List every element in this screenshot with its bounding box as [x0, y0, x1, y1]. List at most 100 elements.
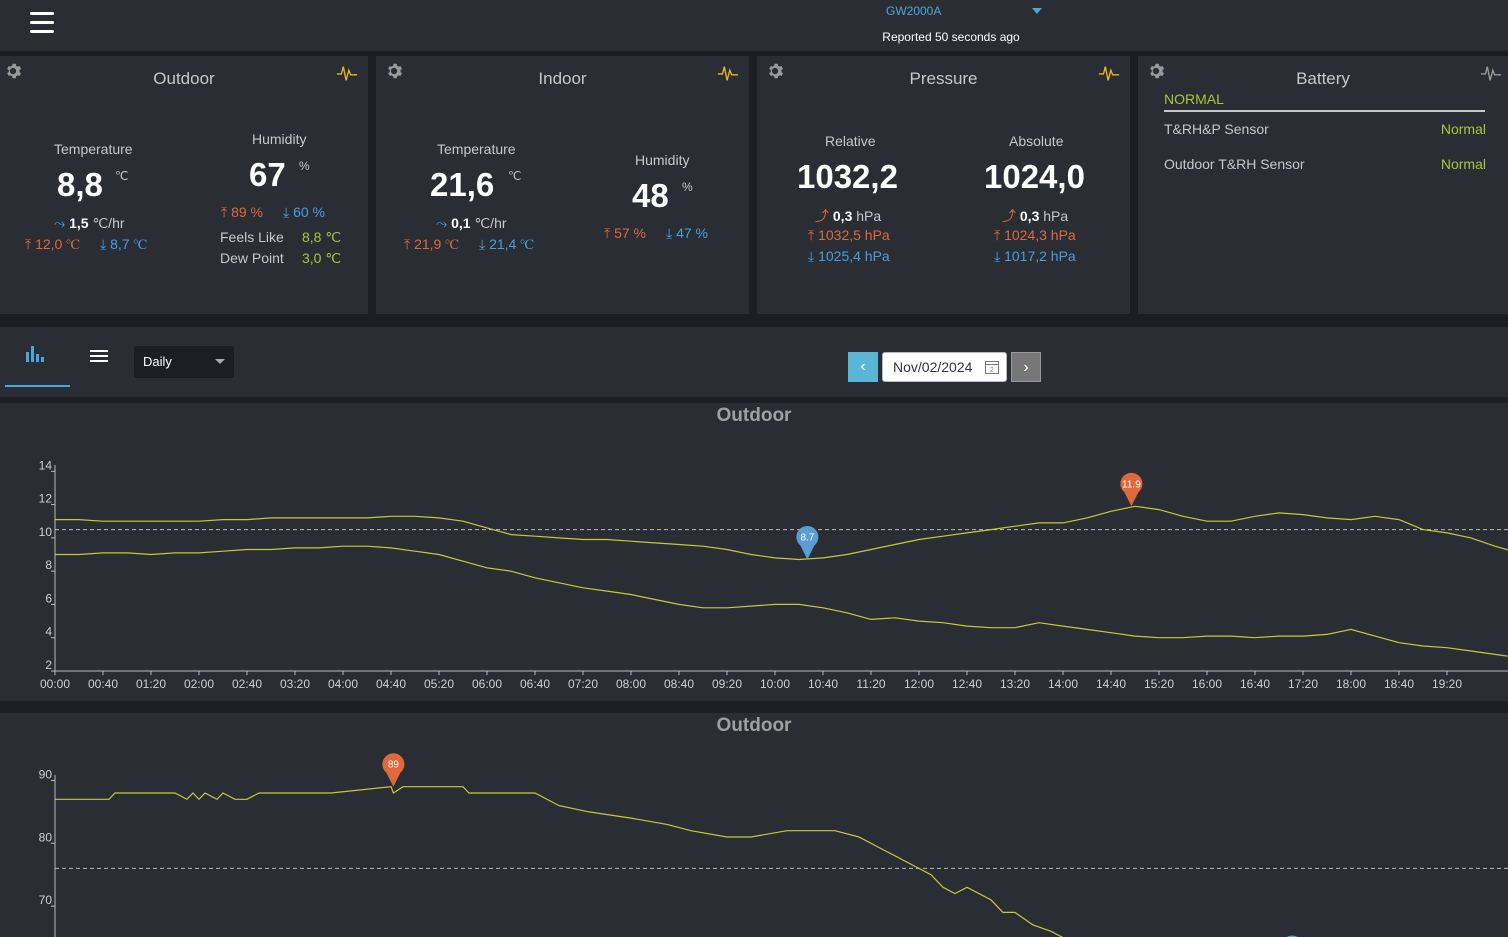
x-tick-label: 02:00 — [184, 677, 214, 691]
humidity-low: ⤓ 60 % — [283, 204, 325, 221]
pulse-icon[interactable] — [717, 62, 739, 84]
tab-list[interactable] — [88, 349, 110, 365]
y-tick-label: 70 — [39, 893, 53, 907]
trend-up-icon: ⤴ — [815, 208, 829, 224]
arrow-down-icon: ⤓ — [666, 225, 673, 241]
marker-label: 11.9 — [1122, 479, 1141, 490]
gear-icon[interactable] — [4, 62, 22, 80]
temperature-unit: ℃ — [115, 169, 129, 183]
pulse-icon[interactable] — [1098, 62, 1120, 84]
absolute-low: ⤓ 1017,2 hPa — [994, 248, 1076, 265]
y-tick-label: 90 — [39, 767, 53, 781]
marker-pin — [382, 753, 405, 787]
pulse-icon[interactable] — [336, 62, 358, 84]
relative-rate: ⤴ 0,3 hPa — [815, 206, 881, 226]
pressure-card: Pressure Relative 1032,2 ⤴ 0,3 hPa ⤒ 103… — [757, 56, 1130, 314]
humidity-high: ⤒ 57 % — [604, 225, 646, 242]
x-tick-label: 06:40 — [520, 677, 550, 691]
humidity-label: Humidity — [635, 152, 690, 168]
x-tick-label: 03:20 — [280, 677, 310, 691]
trend-up-icon: ⤴ — [1002, 208, 1016, 224]
rate-value: 1,5 — [69, 215, 89, 231]
rate-unit: ℃/hr — [92, 215, 125, 231]
gear-icon[interactable] — [385, 62, 403, 80]
date-value: Nov/02/2024 — [893, 359, 973, 375]
battery-item-name: T&RH&P Sensor — [1164, 121, 1269, 137]
temperature-low-value: 21,4 ℃ — [489, 236, 534, 252]
low-marker[interactable]: 8.7 — [796, 526, 819, 560]
arrow-up-icon: ⤒ — [25, 236, 32, 252]
y-tick-label: 12 — [39, 492, 53, 506]
outdoor-card: Outdoor Temperature 8,8 ℃ ⤳ 1,5 ℃/hr ⤒ 1… — [0, 56, 368, 314]
x-tick-label: 18:40 — [1384, 677, 1414, 691]
relative-high: ⤒ 1032,5 hPa — [808, 227, 890, 244]
battery-item: Outdoor T&RH Sensor — [1164, 156, 1305, 174]
gear-icon[interactable] — [1147, 62, 1165, 80]
absolute-low-value: 1017,2 hPa — [1004, 248, 1076, 264]
humidity-chart: Outdoor 7080908960 — [0, 713, 1508, 937]
pulse-icon[interactable] — [1480, 62, 1502, 84]
y-tick-label: 8 — [45, 558, 52, 572]
temperature-high: ⤒ 21,9 ℃ — [404, 236, 459, 253]
humidity-unit: % — [299, 159, 310, 173]
feels-like-value: 8,8 ℃ — [302, 229, 342, 245]
temperature-rate: ⤳ 1,5 ℃/hr — [54, 215, 125, 232]
chart-toolbar: Daily ‹ Nov/02/2024 2 › — [0, 327, 1508, 397]
dew-point-label: Dew Point — [220, 250, 284, 266]
next-date-button[interactable]: › — [1011, 352, 1041, 382]
date-input[interactable]: Nov/02/2024 2 — [882, 352, 1007, 382]
humidity-low-value: 47 % — [676, 225, 709, 241]
temperature-chart-svg: 2 4 6 8 10 12 14 00:00 00:40 01:20 02:00 02:40 03:20… — [39, 458, 1508, 691]
battery-card: Battery NORMAL T&RH&P Sensor Normal Outd… — [1138, 56, 1508, 314]
x-tick-label: 00:40 — [88, 677, 118, 691]
card-title: Pressure — [909, 69, 978, 88]
x-tick-label: 04:40 — [376, 677, 406, 691]
card-title: Battery — [1296, 69, 1350, 88]
x-tick-label: 15:20 — [1144, 677, 1174, 691]
x-tick-label: 00:00 — [40, 677, 70, 691]
humidity-low: ⤓ 47 % — [666, 225, 708, 242]
temperature-high-value: 12,0 ℃ — [35, 236, 80, 252]
x-tick-label: 05:20 — [424, 677, 454, 691]
gear-icon[interactable] — [766, 62, 784, 80]
x-tick-label: 16:40 — [1240, 677, 1270, 691]
temperature-high: ⤒ 12,0 ℃ — [25, 236, 80, 253]
relative-low: ⤓ 1025,4 hPa — [808, 248, 890, 265]
x-tick-label: 11:20 — [856, 677, 885, 691]
absolute-label: Absolute — [1009, 133, 1064, 149]
battery-status: NORMAL — [1164, 91, 1224, 107]
high-marker[interactable]: 11.9 — [1120, 472, 1143, 507]
x-tick-label: 08:40 — [664, 677, 694, 691]
series-line — [55, 505, 1508, 561]
rate-unit: ℃/hr — [474, 215, 507, 231]
series-line — [55, 786, 1064, 937]
menu-icon[interactable] — [30, 12, 54, 34]
section-separator — [0, 701, 1508, 713]
device-select[interactable]: GW2000A — [886, 4, 1046, 20]
period-value: Daily — [143, 354, 172, 369]
period-select[interactable]: Daily — [134, 346, 234, 378]
x-tick-label: 12:40 — [952, 677, 982, 691]
temperature-label: Temperature — [437, 141, 516, 157]
x-tick-label: 19:20 — [1432, 677, 1462, 691]
x-tick-label: 16:00 — [1192, 677, 1222, 691]
temperature-chart: Outdoor 2 4 6 8 10 12 14 00:00 00:40 01:20 02:00 02… — [0, 403, 1508, 701]
temperature-unit: ℃ — [508, 169, 522, 183]
section-separator — [0, 397, 1508, 403]
tab-chart[interactable] — [5, 337, 70, 387]
previous-date-button[interactable]: ‹ — [848, 352, 878, 382]
calendar-icon[interactable]: 2 — [984, 359, 1000, 375]
temperature-low-value: 8,7 ℃ — [110, 236, 147, 252]
rate-unit: hPa — [1043, 208, 1069, 224]
temperature-low: ⤓ 8,7 ℃ — [100, 236, 147, 253]
marker-pin — [1120, 472, 1143, 507]
relative-label: Relative — [825, 133, 876, 149]
divider — [1164, 110, 1485, 112]
trend-icon: ⤳ — [54, 215, 66, 231]
x-tick-label: 08:00 — [616, 677, 646, 691]
x-tick-label: 02:40 — [232, 677, 262, 691]
x-tick-label: 09:20 — [712, 677, 742, 691]
high-marker[interactable]: 89 — [382, 753, 405, 787]
marker-pin — [796, 526, 819, 560]
rate-value: 0,1 — [451, 215, 471, 231]
